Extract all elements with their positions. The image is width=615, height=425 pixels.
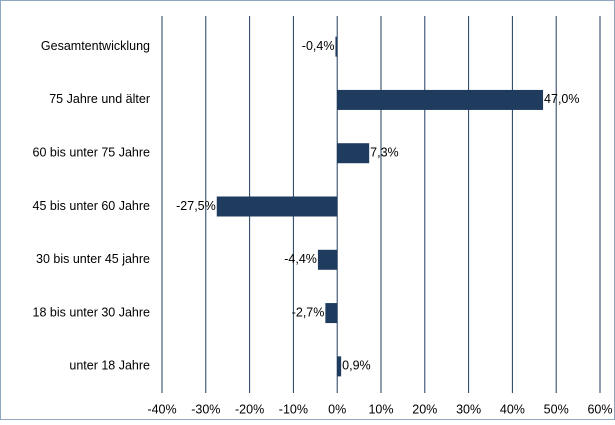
data-label: 47,0% — [544, 92, 579, 106]
x-tick-label: 20% — [412, 402, 437, 416]
bar — [337, 89, 544, 110]
x-tick-label: 40% — [500, 402, 525, 416]
bar — [317, 249, 338, 270]
y-tick-label: unter 18 Jahre — [69, 359, 150, 373]
x-tick-label: 30% — [456, 402, 481, 416]
x-tick-label: 50% — [544, 402, 569, 416]
y-tick-label: 18 bis unter 30 Jahre — [33, 305, 150, 319]
y-tick-label: 60 bis unter 75 Jahre — [33, 146, 150, 160]
bar — [337, 356, 342, 377]
data-label: -27,5% — [176, 199, 216, 213]
bar — [335, 36, 338, 57]
y-tick-label: Gesamtentwicklung — [41, 39, 150, 53]
x-tick-label: 10% — [368, 402, 393, 416]
bar — [216, 196, 338, 217]
bar — [337, 143, 370, 164]
x-tick-label: 60% — [587, 402, 612, 416]
y-tick-label: 45 bis unter 60 Jahre — [33, 199, 150, 213]
data-label: -4,4% — [284, 252, 317, 266]
data-label: -2,7% — [292, 305, 325, 319]
bar — [325, 303, 338, 324]
data-label: -0,4% — [302, 39, 335, 53]
x-tick-label: 0% — [328, 402, 346, 416]
y-tick-label: 75 Jahre und älter — [49, 92, 150, 106]
x-tick-label: -20% — [235, 402, 264, 416]
x-tick-label: -30% — [191, 402, 220, 416]
y-tick-label: 30 bis unter 45 jahre — [36, 252, 150, 266]
x-tick-label: -10% — [279, 402, 308, 416]
x-tick-label: -40% — [147, 402, 176, 416]
data-label: 0,9% — [342, 359, 371, 373]
data-label: 7,3% — [370, 146, 399, 160]
